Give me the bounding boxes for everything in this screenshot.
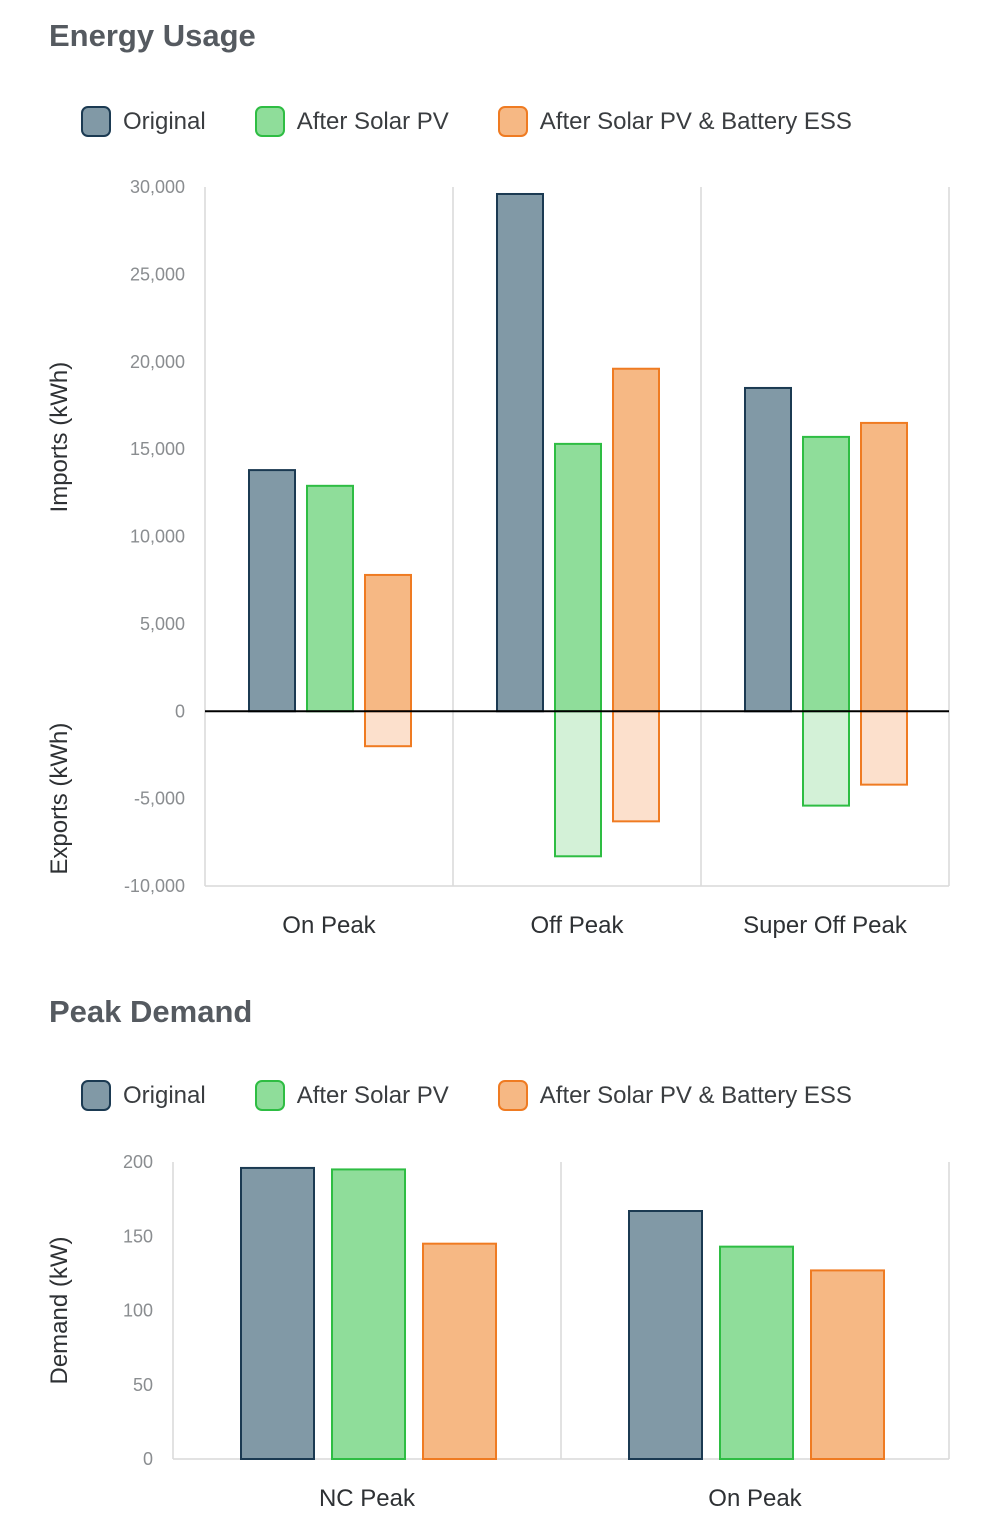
bar-super-off-peak-original — [744, 386, 792, 713]
category-label-super-off-peak: Super Off Peak — [743, 912, 908, 939]
y-tick-label: 5,000 — [140, 614, 185, 634]
bar-nc-peak-after-solar-pv — [331, 1168, 406, 1461]
legend-label-after-solar-pv-battery: After Solar PV & Battery ESS — [539, 1081, 852, 1109]
legend-swatch-after-solar-pv — [254, 106, 285, 137]
legend-label-after-solar-pv: After Solar PV — [296, 107, 449, 135]
y-axis-title-imports: Imports (kWh) — [46, 362, 73, 513]
y-tick-label: 100 — [123, 1301, 153, 1321]
bar-on-peak-after-solar-pv — [719, 1245, 794, 1461]
export-bar-off-peak-after-solar-pv-battery — [612, 710, 660, 823]
y-axis-title: Demand (kW) — [46, 1236, 73, 1384]
category-label-on-peak: On Peak — [282, 912, 376, 939]
category-label-on-peak: On Peak — [708, 1485, 802, 1512]
y-axis-title-exports: Exports (kWh) — [46, 723, 73, 875]
y-tick-label: 50 — [133, 1375, 153, 1395]
y-tick-label: 0 — [143, 1449, 153, 1469]
legend-item-after-solar-pv: After Solar PV — [254, 106, 449, 137]
legend-label-after-solar-pv-battery: After Solar PV & Battery ESS — [539, 107, 852, 135]
energy-usage-title: Energy Usage — [49, 18, 256, 53]
legend-label-after-solar-pv: After Solar PV — [296, 1081, 449, 1109]
legend-label-original: Original — [123, 107, 206, 135]
bar-super-off-peak-after-solar-pv-battery — [860, 421, 908, 713]
y-tick-label: 15,000 — [130, 439, 185, 459]
bar-on-peak-original — [628, 1210, 703, 1460]
peak-demand-legend: Original After Solar PV After Solar PV &… — [81, 1080, 901, 1111]
legend-swatch-original — [81, 106, 111, 137]
energy-usage-chart: 30,000 25,000 20,000 15,000 10,000 5,000 0 -5,0… — [46, 177, 950, 939]
legend-label-original: Original — [123, 1081, 206, 1109]
legend-item-after-solar-pv-battery: After Solar PV & Battery ESS — [497, 1080, 852, 1111]
legend-item-original: Original — [81, 106, 206, 137]
bar-on-peak-after-solar-pv-battery — [810, 1269, 885, 1461]
y-tick-label: 30,000 — [130, 177, 185, 197]
y-tick-label: 20,000 — [130, 352, 185, 372]
export-bar-super-off-peak-after-solar-pv — [802, 710, 850, 807]
legend-swatch-after-solar-pv — [254, 1080, 285, 1111]
category-label-off-peak: Off Peak — [531, 912, 625, 939]
legend-item-after-solar-pv-battery: After Solar PV & Battery ESS — [497, 106, 852, 137]
category-label-nc-peak: NC Peak — [319, 1485, 416, 1512]
bar-nc-peak-original — [240, 1166, 315, 1460]
bar-on-peak-after-solar-pv-battery — [364, 573, 412, 713]
bar-on-peak-original — [248, 469, 296, 713]
bar-off-peak-after-solar-pv-battery — [612, 367, 660, 713]
legend-swatch-after-solar-pv-battery — [497, 1080, 528, 1111]
legend-swatch-original — [81, 1080, 111, 1111]
export-bar-off-peak-after-solar-pv — [554, 710, 602, 858]
legend-item-original: Original — [81, 1080, 206, 1111]
legend-item-after-solar-pv: After Solar PV — [254, 1080, 449, 1111]
y-tick-label: -10,000 — [124, 876, 185, 896]
y-tick-label: 200 — [123, 1152, 153, 1172]
peak-demand-title: Peak Demand — [49, 994, 253, 1029]
legend-swatch-after-solar-pv-battery — [497, 106, 528, 137]
energy-usage-legend: Original After Solar PV After Solar PV &… — [81, 106, 901, 137]
y-tick-label: 10,000 — [130, 527, 185, 547]
export-bar-super-off-peak-after-solar-pv-battery — [860, 710, 908, 786]
y-tick-label: 150 — [123, 1226, 153, 1246]
bar-nc-peak-after-solar-pv-battery — [422, 1242, 497, 1461]
y-tick-label: 0 — [175, 701, 185, 721]
y-tick-label: 25,000 — [130, 264, 185, 284]
y-tick-label: -5,000 — [134, 789, 185, 809]
bar-super-off-peak-after-solar-pv — [802, 435, 850, 713]
